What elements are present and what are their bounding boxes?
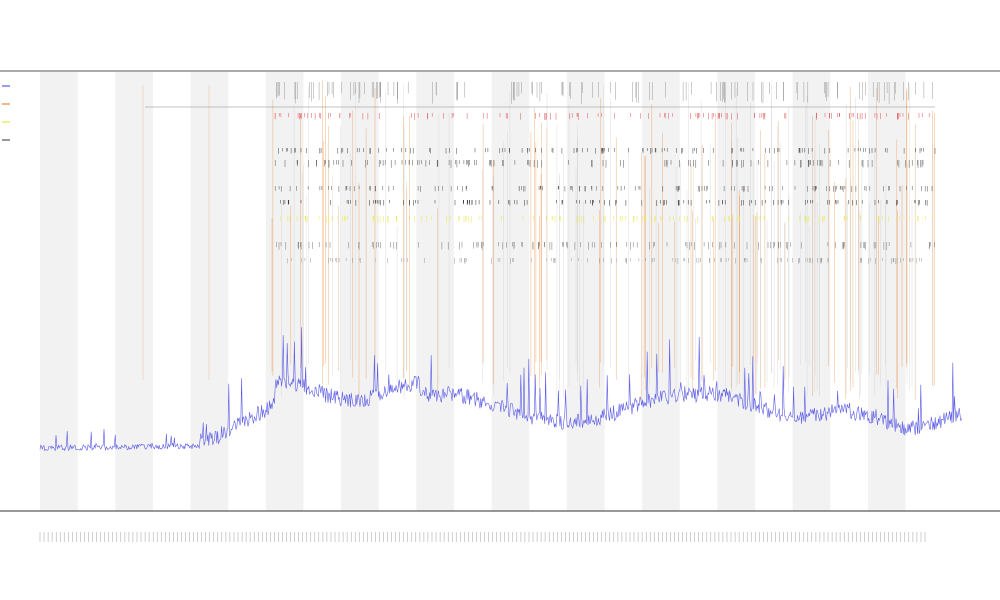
band bbox=[115, 72, 153, 511]
event-tick-rows bbox=[274, 82, 936, 264]
band bbox=[416, 72, 454, 511]
band bbox=[491, 72, 530, 511]
band bbox=[40, 72, 78, 511]
series-line-main bbox=[39, 327, 962, 452]
alternating-bands bbox=[40, 72, 906, 511]
band bbox=[792, 72, 831, 511]
x-tick-labels bbox=[39, 532, 926, 542]
band bbox=[341, 72, 379, 511]
legend bbox=[2, 85, 10, 141]
band bbox=[190, 72, 229, 511]
band bbox=[566, 72, 605, 511]
band bbox=[265, 72, 304, 511]
band bbox=[867, 72, 906, 511]
band bbox=[642, 72, 680, 511]
event-lines bbox=[142, 80, 935, 400]
